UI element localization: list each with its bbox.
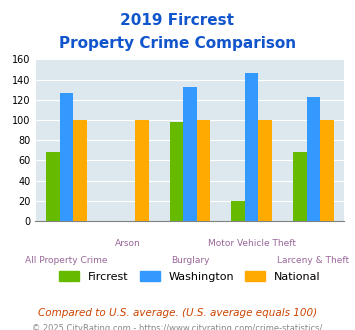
Bar [231,201,245,221]
Bar [245,73,258,221]
Text: Compared to U.S. average. (U.S. average equals 100): Compared to U.S. average. (U.S. average … [38,308,317,317]
Text: All Property Crime: All Property Crime [25,256,108,265]
Bar [307,97,320,221]
Text: Motor Vehicle Theft: Motor Vehicle Theft [208,239,296,248]
Text: Burglary: Burglary [171,256,209,265]
Bar [258,120,272,221]
Text: Arson: Arson [115,239,141,248]
Bar [170,122,183,221]
Bar [60,93,73,221]
Bar [320,120,334,221]
Bar [73,120,87,221]
Bar [183,87,197,221]
Text: © 2025 CityRating.com - https://www.cityrating.com/crime-statistics/: © 2025 CityRating.com - https://www.city… [32,324,323,330]
Text: Property Crime Comparison: Property Crime Comparison [59,36,296,51]
Legend: Fircrest, Washington, National: Fircrest, Washington, National [55,267,325,287]
Bar [135,120,148,221]
Text: Larceny & Theft: Larceny & Theft [277,256,350,265]
Text: 2019 Fircrest: 2019 Fircrest [120,13,235,28]
Bar [197,120,210,221]
Bar [46,152,60,221]
Bar [293,152,307,221]
